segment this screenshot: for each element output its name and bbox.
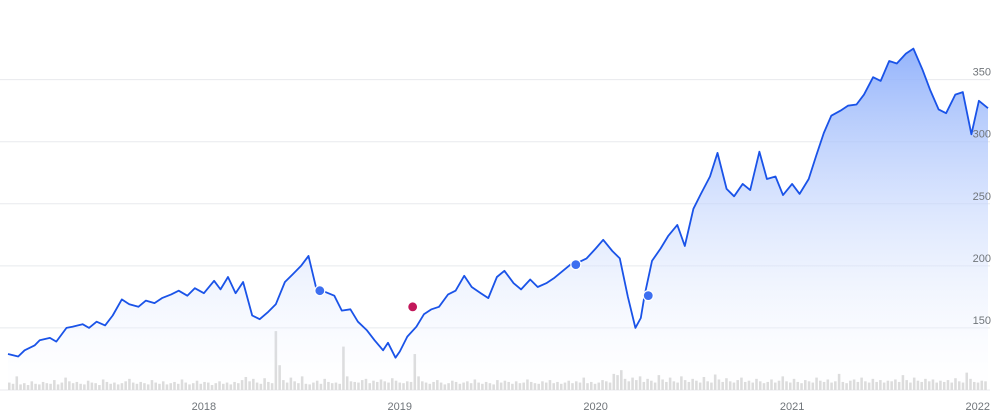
y-tick-label: 300 bbox=[973, 129, 991, 141]
y-tick-label: 200 bbox=[973, 253, 991, 265]
y-tick-label: 150 bbox=[973, 315, 991, 327]
event-marker[interactable] bbox=[314, 285, 326, 297]
event-marker[interactable] bbox=[642, 290, 654, 302]
y-tick-label: 350 bbox=[973, 67, 991, 79]
y-axis-ticks: 150 200 250 300 350 bbox=[973, 67, 991, 327]
y-tick-label: 250 bbox=[973, 191, 991, 203]
event-marker[interactable] bbox=[570, 259, 582, 271]
x-tick-label: 2020 bbox=[583, 401, 607, 413]
price-line bbox=[7, 47, 989, 359]
event-marker[interactable] bbox=[407, 301, 419, 313]
price-area-fill bbox=[8, 48, 988, 390]
x-tick-label: 2019 bbox=[388, 401, 412, 413]
x-tick-label: 2021 bbox=[780, 401, 804, 413]
x-tick-label: 2018 bbox=[192, 401, 216, 413]
x-tick-label: 2022 bbox=[966, 401, 990, 413]
event-markers bbox=[314, 259, 654, 313]
x-axis-ticks: 2018 2019 2020 2021 2022 bbox=[192, 401, 990, 413]
price-area bbox=[7, 47, 989, 390]
